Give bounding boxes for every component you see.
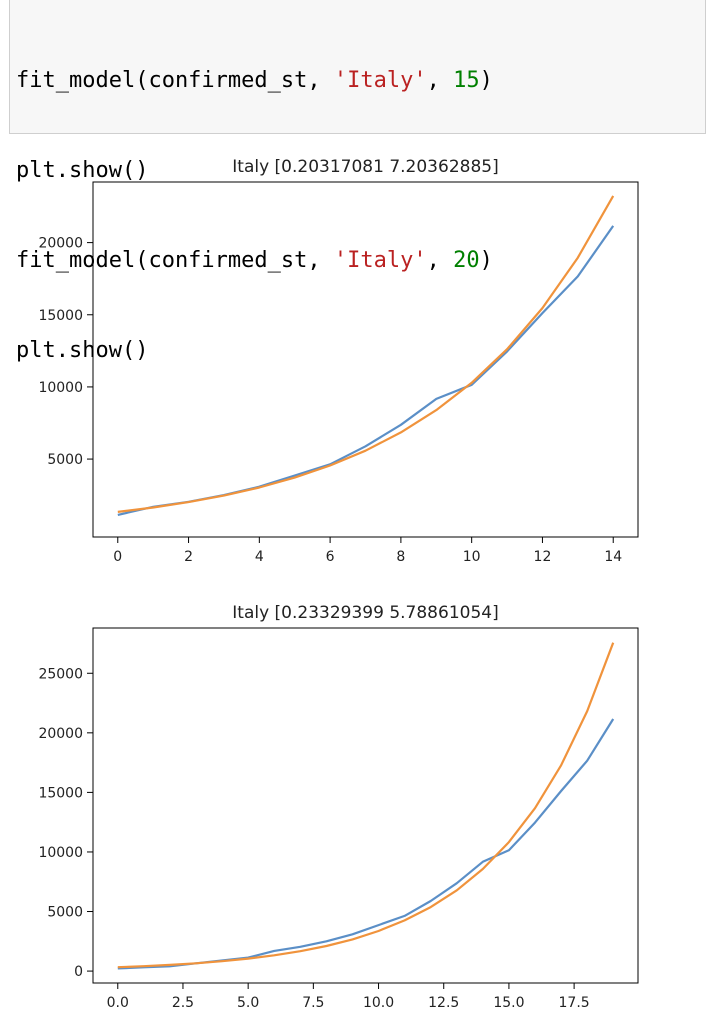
code-token: )	[479, 68, 493, 93]
series-line-1	[117, 225, 615, 516]
x-tick-label: 10.0	[363, 995, 394, 1011]
x-tick-label: 2.5	[172, 995, 194, 1011]
x-tick-label: 7.5	[302, 995, 324, 1011]
x-tick-label: 5.0	[237, 995, 259, 1011]
x-tick-label: 0	[113, 549, 122, 565]
code-line: plt.show()	[16, 156, 699, 186]
y-tick-label: 20000	[38, 236, 83, 252]
code-token: plt.show()	[16, 158, 149, 183]
code-token: plt.show()	[16, 338, 149, 363]
y-tick-label: 15000	[38, 308, 83, 324]
code-token: ,	[426, 68, 454, 93]
plot-frame	[92, 181, 639, 538]
y-tick-label: 5000	[47, 905, 83, 921]
code-token: fit_model(confirmed_st,	[16, 248, 334, 273]
series-line-1	[117, 718, 615, 970]
y-tick-label: 10000	[38, 845, 83, 861]
plot-frame	[92, 627, 639, 984]
code-token: fit_model(confirmed_st,	[16, 68, 334, 93]
x-tick-label: 0.0	[107, 995, 129, 1011]
x-tick-label: 12	[534, 549, 552, 565]
y-tick-label: 0	[74, 964, 83, 980]
code-line: fit_model(confirmed_st, 'Italy', 15)	[16, 66, 699, 96]
y-tick-label: 20000	[38, 726, 83, 742]
x-tick-label: 14	[604, 549, 622, 565]
chart-title: Italy [0.20317081 7.20362885]	[232, 157, 498, 177]
code-token: 'Italy'	[333, 68, 427, 93]
y-tick-label: 15000	[38, 785, 83, 801]
series-line-2	[117, 195, 615, 513]
code-line: fit_model(confirmed_st, 'Italy', 20)	[16, 246, 699, 276]
x-tick-label: 17.5	[559, 995, 590, 1011]
y-tick-label: 25000	[38, 666, 83, 682]
code-cell[interactable]: fit_model(confirmed_st, 'Italy', 15) plt…	[9, 0, 706, 363]
chart-italy-20: Italy [0.23329399 5.78861054] 0.0 2.5 5.0 7.…	[38, 603, 639, 1011]
x-tick-label: 6	[326, 549, 335, 565]
y-tick-label: 5000	[47, 452, 83, 468]
chart-title: Italy [0.23329399 5.78861054]	[232, 603, 498, 623]
x-tick-label: 4	[255, 549, 264, 565]
x-tick-label: 15.0	[493, 995, 524, 1011]
x-tick-label: 2	[184, 549, 193, 565]
x-tick-label: 12.5	[428, 995, 459, 1011]
code-token: )	[479, 248, 493, 273]
x-tick-label: 8	[396, 549, 405, 565]
y-tick-label: 10000	[38, 380, 83, 396]
chart-italy-15: Italy [0.20317081 7.20362885] 0 2 4 6 8 10 12 14…	[38, 157, 639, 565]
code-token: 15	[453, 68, 480, 93]
code-token: 'Italy'	[333, 248, 427, 273]
x-tick-label: 10	[463, 549, 481, 565]
code-line: plt.show()	[16, 336, 699, 366]
code-token: 20	[453, 248, 480, 273]
code-token: ,	[426, 248, 454, 273]
series-line-2	[117, 642, 615, 969]
